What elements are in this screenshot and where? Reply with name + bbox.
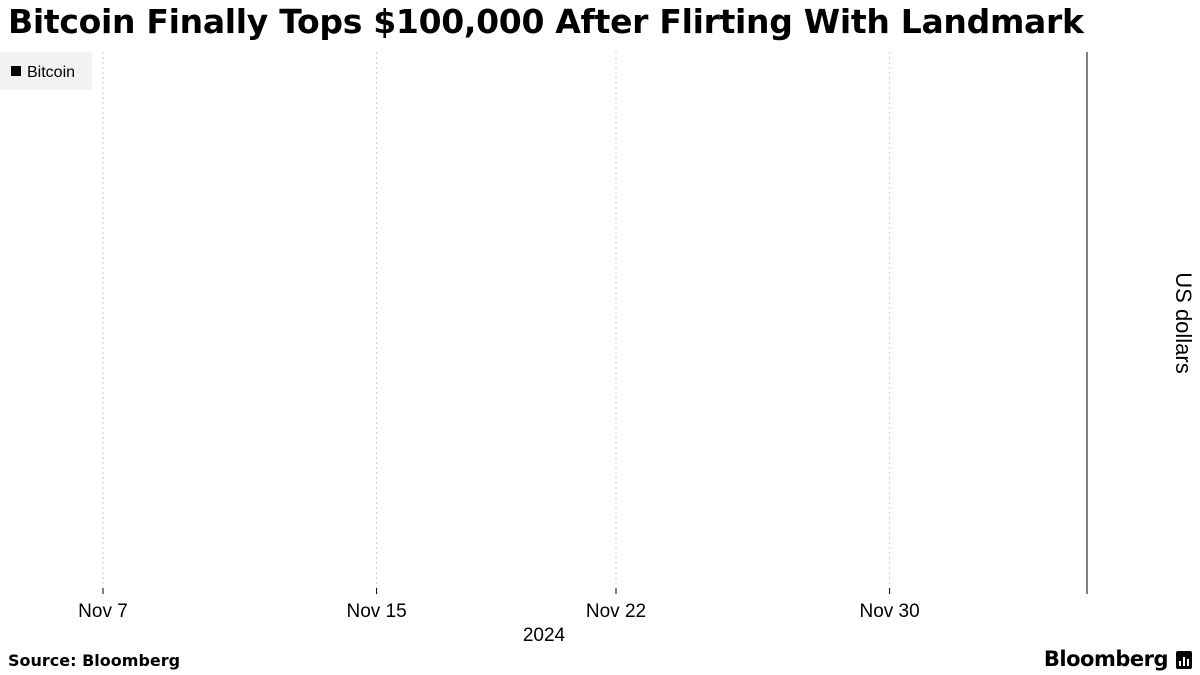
y-axis-title: US dollars xyxy=(1171,272,1196,373)
x-tick-label: Nov 15 xyxy=(346,601,406,622)
bloomberg-logo: Bloomberg xyxy=(1043,647,1169,671)
axes: 650007000075000800008500090000950000.1M0… xyxy=(78,52,1088,622)
x-tick-label: Nov 22 xyxy=(586,601,646,622)
legend-swatch xyxy=(11,66,21,76)
legend: Bitcoin xyxy=(0,52,92,90)
x-axis-year-label: 2024 xyxy=(523,625,566,646)
bloomberg-chart-icon xyxy=(1176,651,1192,669)
gridlines xyxy=(102,52,891,594)
chart-title: Bitcoin Finally Tops $100,000 After Flir… xyxy=(8,2,1084,41)
legend-label: Bitcoin xyxy=(27,64,75,81)
source-label: Source: Bloomberg xyxy=(8,651,181,670)
x-tick-label: Nov 7 xyxy=(78,601,128,622)
x-tick-label: Nov 30 xyxy=(859,601,919,622)
